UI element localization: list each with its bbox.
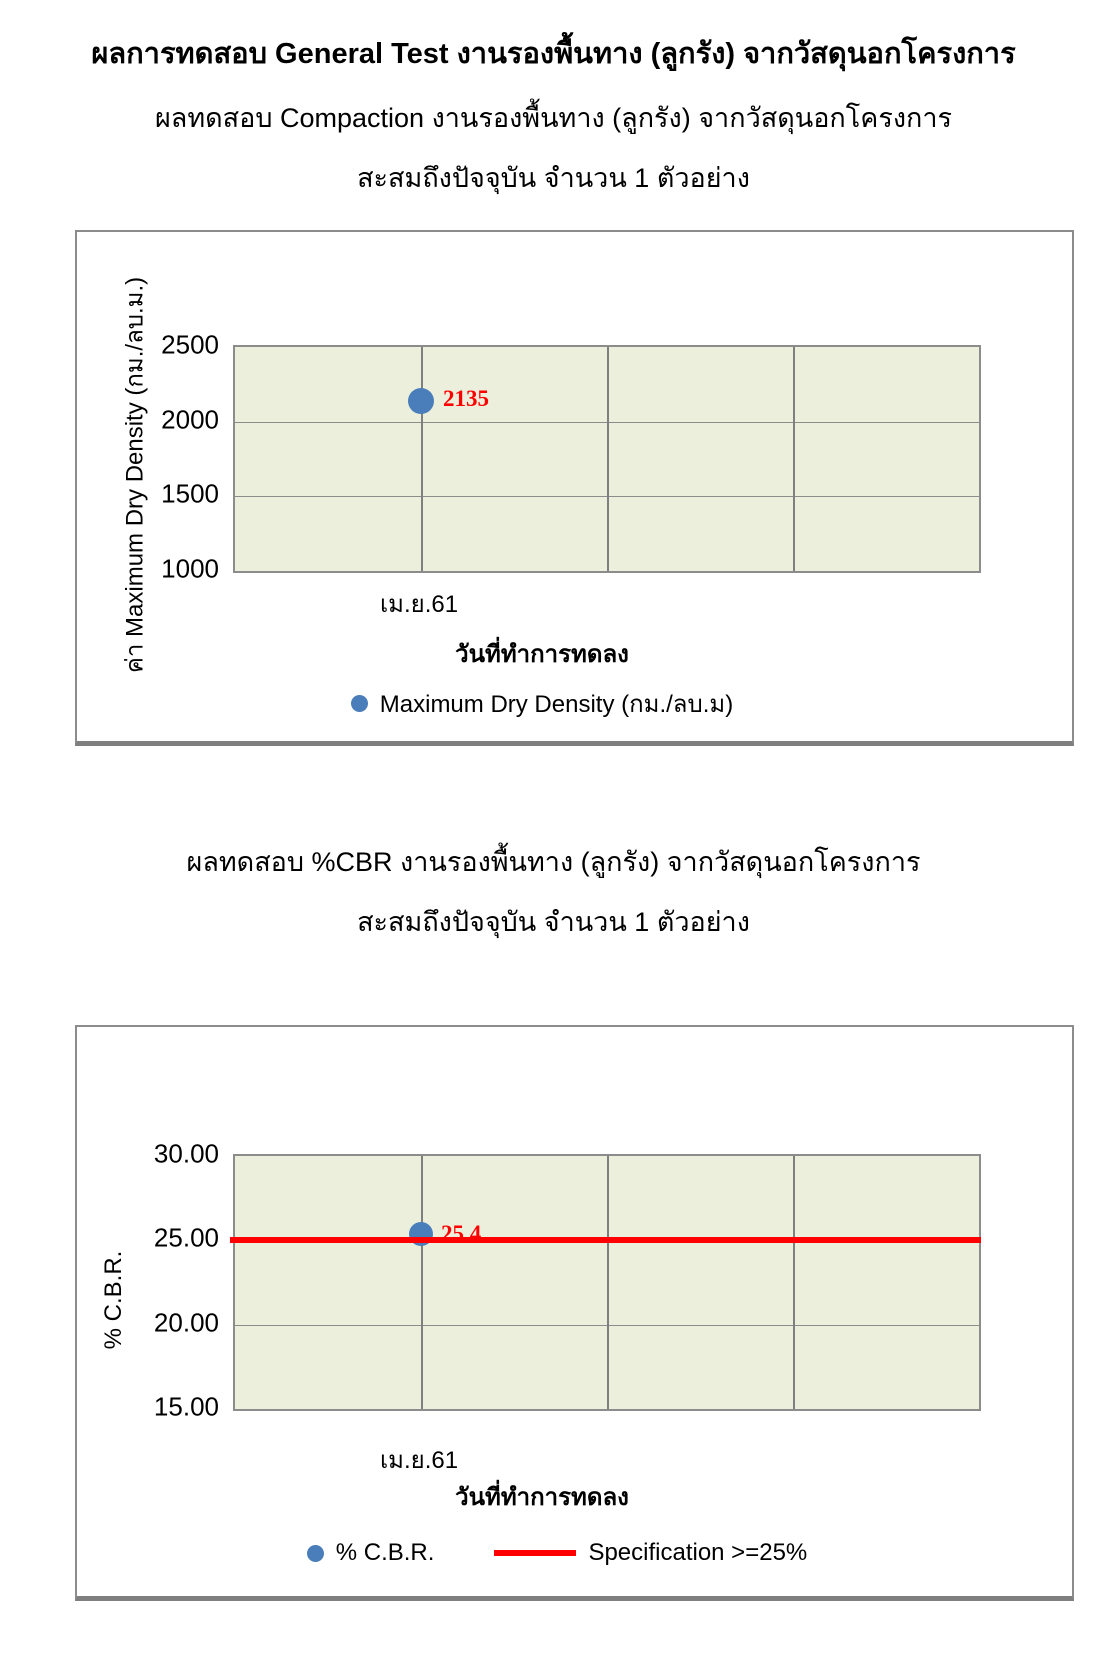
chart1-ytick-2500: 2500 [161, 329, 219, 360]
chart1-ytick-1500: 1500 [161, 478, 219, 509]
chart2-subtitle: สะสมถึงปัจจุบัน จำนวน 1 ตัวอย่าง [357, 907, 750, 937]
chart2-legend-series: % C.B.R. [306, 1539, 435, 1567]
chart2-legend-series-label: % C.B.R. [335, 1539, 435, 1566]
chart2-ytick-30: 30.00 [153, 1138, 219, 1169]
chart2-xtick: เม.ย.61 [379, 1447, 459, 1474]
chart2-ytick-20: 20.00 [153, 1307, 219, 1338]
gridline [607, 1156, 609, 1409]
gridline [421, 1156, 423, 1409]
chart2-legend: % C.B.R. Specification >=25% [237, 1539, 877, 1567]
legend-dot-icon [306, 1544, 324, 1562]
chart1-x-axis-title: วันที่ทำการทดลง [455, 641, 629, 668]
chart1-legend-label: Maximum Dry Density (กม./ลบ.ม) [379, 691, 734, 718]
chart2-ytick-25: 25.00 [153, 1222, 219, 1253]
legend-dot-icon [350, 695, 368, 712]
chart2-legend-spec-label: Specification >=25% [588, 1539, 808, 1566]
chart1-xtick: เม.ย.61 [379, 591, 459, 618]
chart1-ytick-1000: 1000 [161, 553, 219, 584]
chart1-data-point-icon [408, 388, 434, 415]
gridline [793, 1156, 795, 1409]
gridline [421, 347, 423, 571]
gridline [793, 347, 795, 571]
cbr-chart-frame: % C.B.R. 30.00 25.00 20.00 15.00 25.4 เม… [75, 1025, 1074, 1601]
chart1-legend: Maximum Dry Density (กม./ลบ.ม) [237, 684, 847, 723]
spec-line [230, 1237, 981, 1244]
page-title: ผลการทดสอบ General Test งานรองพื้นทาง (ล… [91, 38, 1016, 70]
compaction-chart-frame: ค่า Maximum Dry Density (กม./ลบ.ม.) 2500… [75, 230, 1074, 746]
legend-line-icon [494, 1550, 577, 1556]
chart2-plot-area: 25.4 [230, 1154, 981, 1411]
gridline [607, 347, 609, 571]
chart2-x-axis-title: วันที่ทำการทดลง [455, 1484, 629, 1511]
chart2-title: ผลทดสอบ %CBR งานรองพื้นทาง (ลูกรัง) จากว… [186, 847, 921, 877]
chart1-title: ผลทดสอบ Compaction งานรองพื้นทาง (ลูกรัง… [154, 103, 953, 133]
chart1-plot-area: 2135 [233, 345, 981, 573]
chart1-ytick-2000: 2000 [161, 404, 219, 435]
chart2-legend-spec: Specification >=25% [494, 1539, 807, 1567]
chart1-subtitle: สะสมถึงปัจจุบัน จำนวน 1 ตัวอย่าง [357, 163, 750, 193]
chart1-data-label: 2135 [443, 386, 489, 412]
chart2-ytick-15: 15.00 [153, 1391, 219, 1422]
